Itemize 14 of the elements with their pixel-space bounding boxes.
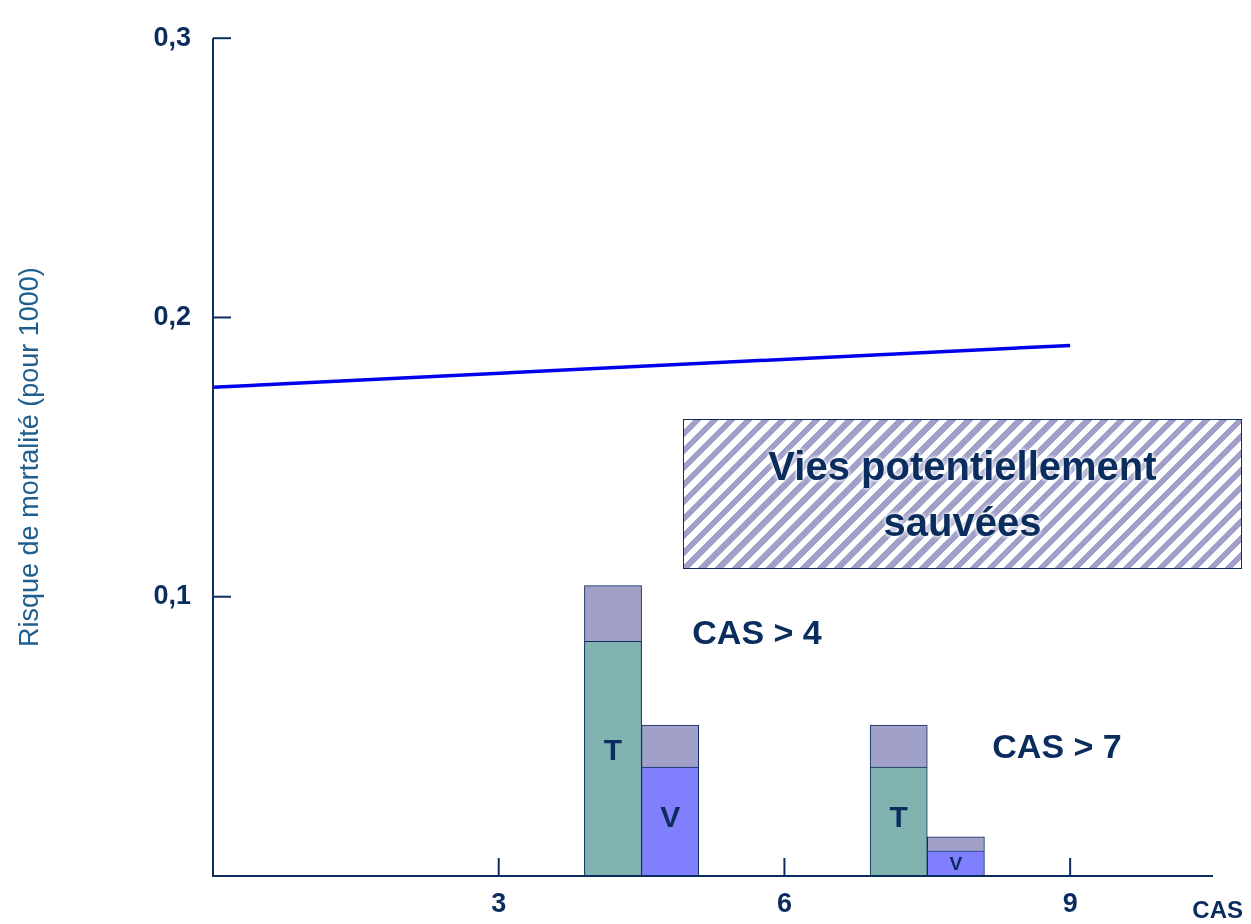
x-tick-label: 6 [776, 887, 792, 918]
x-tick-label: 9 [1062, 887, 1078, 918]
y-tick-label: 0,2 [153, 300, 191, 331]
data-label: T [603, 732, 623, 766]
annotation: CAS > 7 [992, 727, 1122, 766]
data-label: V [949, 852, 963, 874]
y-axis-title: Risque de mortalité (pour 1000) [13, 267, 44, 647]
data-label: T [889, 799, 908, 833]
data-label: V [660, 799, 681, 833]
x-axis-title: CAS [1192, 896, 1243, 923]
y-tick-label: 0,1 [153, 580, 191, 611]
annotation: CAS > 4 [692, 613, 822, 652]
y-tick-label: 0,3 [153, 21, 191, 52]
x-tick-label: 3 [491, 887, 507, 918]
